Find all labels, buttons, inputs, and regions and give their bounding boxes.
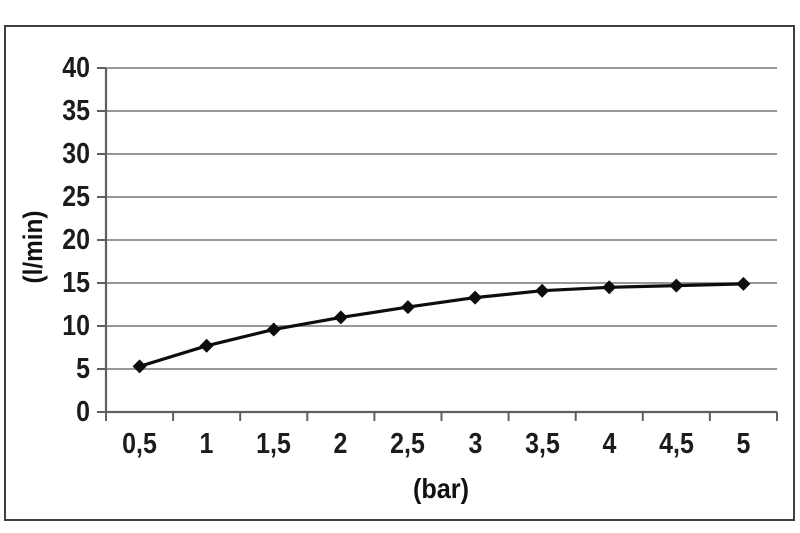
diamond-marker xyxy=(736,276,751,291)
diamond-marker xyxy=(669,278,684,293)
y-tick-label: 0 xyxy=(76,396,90,428)
x-tick-label: 1,5 xyxy=(256,428,292,460)
x-tick-label: 4,5 xyxy=(658,428,694,460)
x-tick-label: 4 xyxy=(602,428,617,460)
diamond-marker xyxy=(199,338,214,353)
y-tick-label: 5 xyxy=(76,353,90,385)
y-tick-label: 20 xyxy=(62,224,90,256)
y-tick-label: 35 xyxy=(62,95,90,127)
series-line-flow-rate-curve xyxy=(139,282,744,368)
y-tick-label: 15 xyxy=(62,267,90,299)
diamond-marker xyxy=(602,280,617,295)
chart-frame xyxy=(4,25,795,521)
diamond-marker xyxy=(468,290,483,305)
diamond-marker xyxy=(266,322,281,337)
x-axis-title: (bar) xyxy=(412,473,469,504)
diamond-marker xyxy=(535,283,550,298)
x-tick-label: 3,5 xyxy=(524,428,560,460)
diamond-marker xyxy=(333,310,348,325)
y-tick-label: 10 xyxy=(62,310,90,342)
y-axis-title: (l/min) xyxy=(18,210,48,284)
x-tick-label: 2 xyxy=(333,428,348,460)
diamond-marker xyxy=(400,300,415,315)
x-tick-label: 0,5 xyxy=(122,428,157,460)
diamond-marker xyxy=(132,359,147,374)
x-tick-label: 3 xyxy=(468,428,482,460)
y-tick-label: 30 xyxy=(62,138,90,170)
x-tick-label: 1 xyxy=(199,428,214,460)
y-tick-label: 25 xyxy=(62,181,90,213)
x-tick-label: 5 xyxy=(736,428,751,460)
x-tick-label: 2,5 xyxy=(390,428,426,460)
y-tick-label: 40 xyxy=(62,52,90,84)
